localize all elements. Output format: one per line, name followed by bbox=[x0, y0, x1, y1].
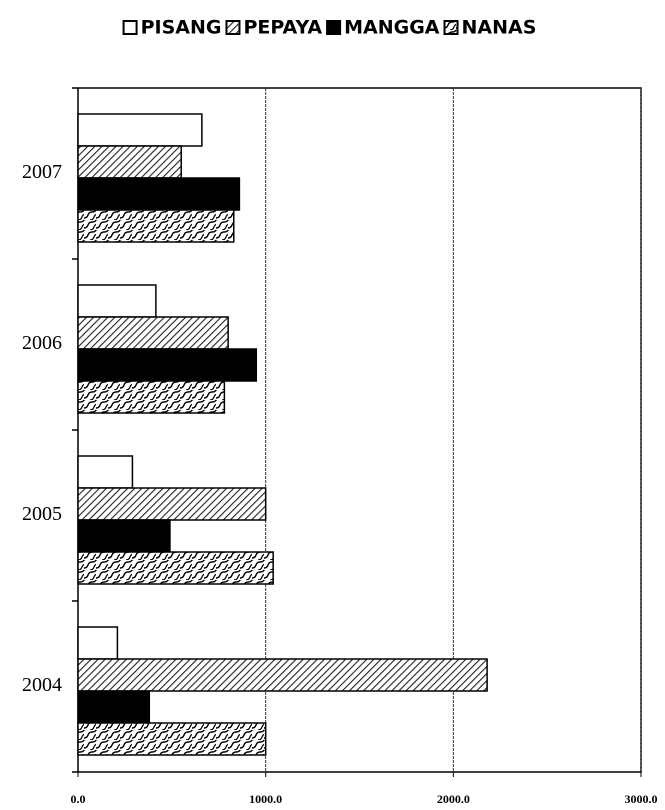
bar bbox=[77, 455, 134, 489]
bar bbox=[77, 284, 157, 318]
legend-label: MANGGA bbox=[344, 17, 440, 39]
legend-swatch bbox=[122, 20, 138, 35]
x-tick-label: 0.0 bbox=[71, 792, 86, 806]
bar bbox=[77, 209, 235, 243]
x-tick-label: 3000.0 bbox=[625, 792, 658, 806]
bar bbox=[77, 722, 267, 756]
bar bbox=[77, 145, 182, 179]
bar bbox=[77, 626, 119, 660]
bar bbox=[77, 487, 267, 521]
x-tick-label: 1000.0 bbox=[249, 792, 282, 806]
bar bbox=[77, 316, 229, 350]
bar bbox=[77, 380, 226, 414]
y-tick-label: 2007 bbox=[22, 161, 62, 183]
legend-label: PISANG bbox=[141, 17, 222, 39]
legend-label: NANAS bbox=[462, 17, 537, 39]
bar bbox=[77, 658, 488, 692]
legend-swatch bbox=[443, 20, 459, 35]
y-tick-label: 2004 bbox=[22, 674, 62, 696]
bar bbox=[77, 551, 274, 585]
bar bbox=[77, 519, 171, 553]
bar bbox=[77, 113, 203, 147]
bar bbox=[77, 348, 258, 382]
bar bbox=[77, 177, 241, 211]
legend-label: PEPAYA bbox=[243, 17, 322, 39]
legend-swatch bbox=[326, 20, 342, 35]
legend-swatch bbox=[225, 20, 241, 35]
bar bbox=[77, 690, 151, 724]
y-tick-label: 2006 bbox=[22, 332, 62, 354]
x-tick-label: 2000.0 bbox=[437, 792, 470, 806]
y-tick-label: 2005 bbox=[22, 503, 62, 525]
